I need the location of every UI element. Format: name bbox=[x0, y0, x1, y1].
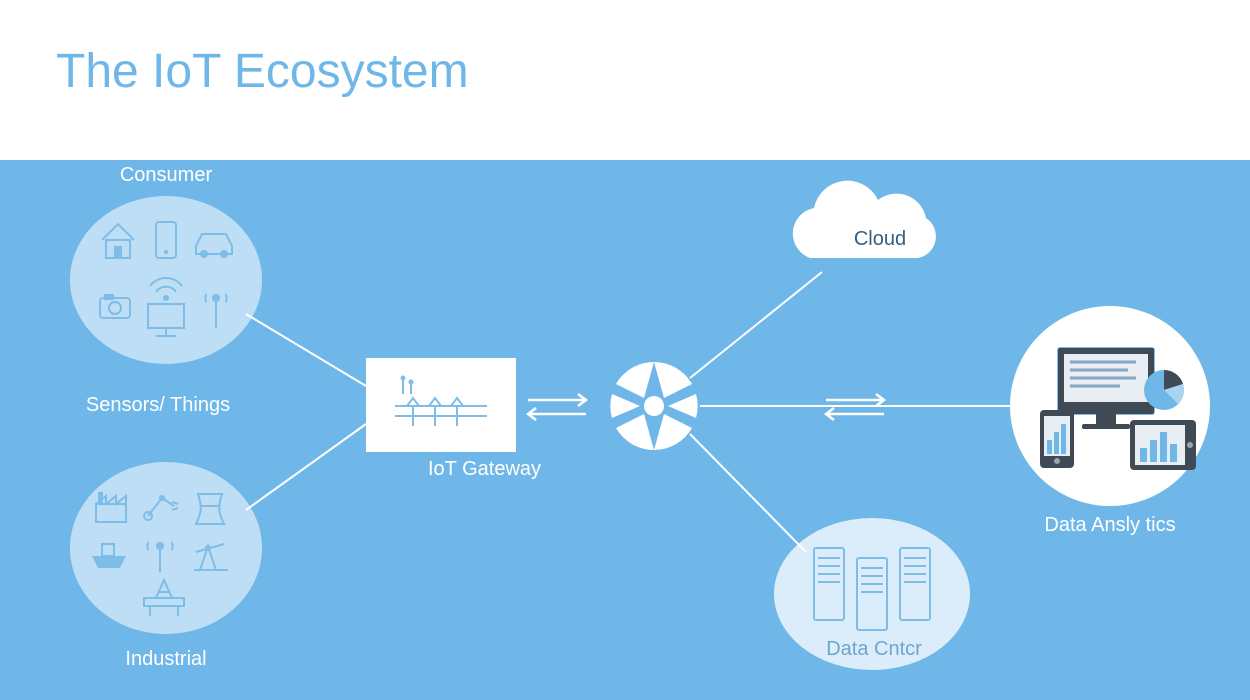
edge-globe-cloud bbox=[690, 272, 822, 378]
label-cloud: Cloud bbox=[854, 228, 906, 251]
diagram-root: The IoT Ecosystem bbox=[0, 0, 1250, 700]
edge-consumer-gateway bbox=[246, 314, 366, 386]
edges bbox=[246, 272, 1010, 552]
title-band: The IoT Ecosystem bbox=[0, 0, 1250, 160]
label-datacenter: Data Cntcr bbox=[826, 638, 922, 661]
label-industrial: Industrial bbox=[125, 648, 206, 671]
label-analytics: Data Ansly tics bbox=[1044, 514, 1175, 537]
node-industrial bbox=[70, 462, 262, 634]
node-globe bbox=[610, 362, 697, 450]
edge-globe-datacenter bbox=[690, 434, 806, 552]
diagram-svg bbox=[0, 160, 1250, 700]
node-analytics bbox=[1010, 306, 1210, 506]
pie-chart-icon bbox=[1144, 370, 1184, 410]
node-gateway bbox=[366, 358, 516, 452]
node-consumer bbox=[70, 196, 262, 364]
phone-chart-icon bbox=[1040, 410, 1074, 468]
globe-icon bbox=[610, 362, 697, 450]
page-title: The IoT Ecosystem bbox=[56, 44, 469, 99]
bidir-arrow-icon bbox=[528, 394, 586, 420]
tablet-chart-icon bbox=[1130, 420, 1196, 470]
label-consumer: Consumer bbox=[120, 164, 212, 187]
edge-industrial-gateway bbox=[246, 424, 366, 510]
label-sensors: Sensors/ Things bbox=[86, 394, 230, 417]
label-gateway: IoT Gateway bbox=[428, 458, 541, 481]
